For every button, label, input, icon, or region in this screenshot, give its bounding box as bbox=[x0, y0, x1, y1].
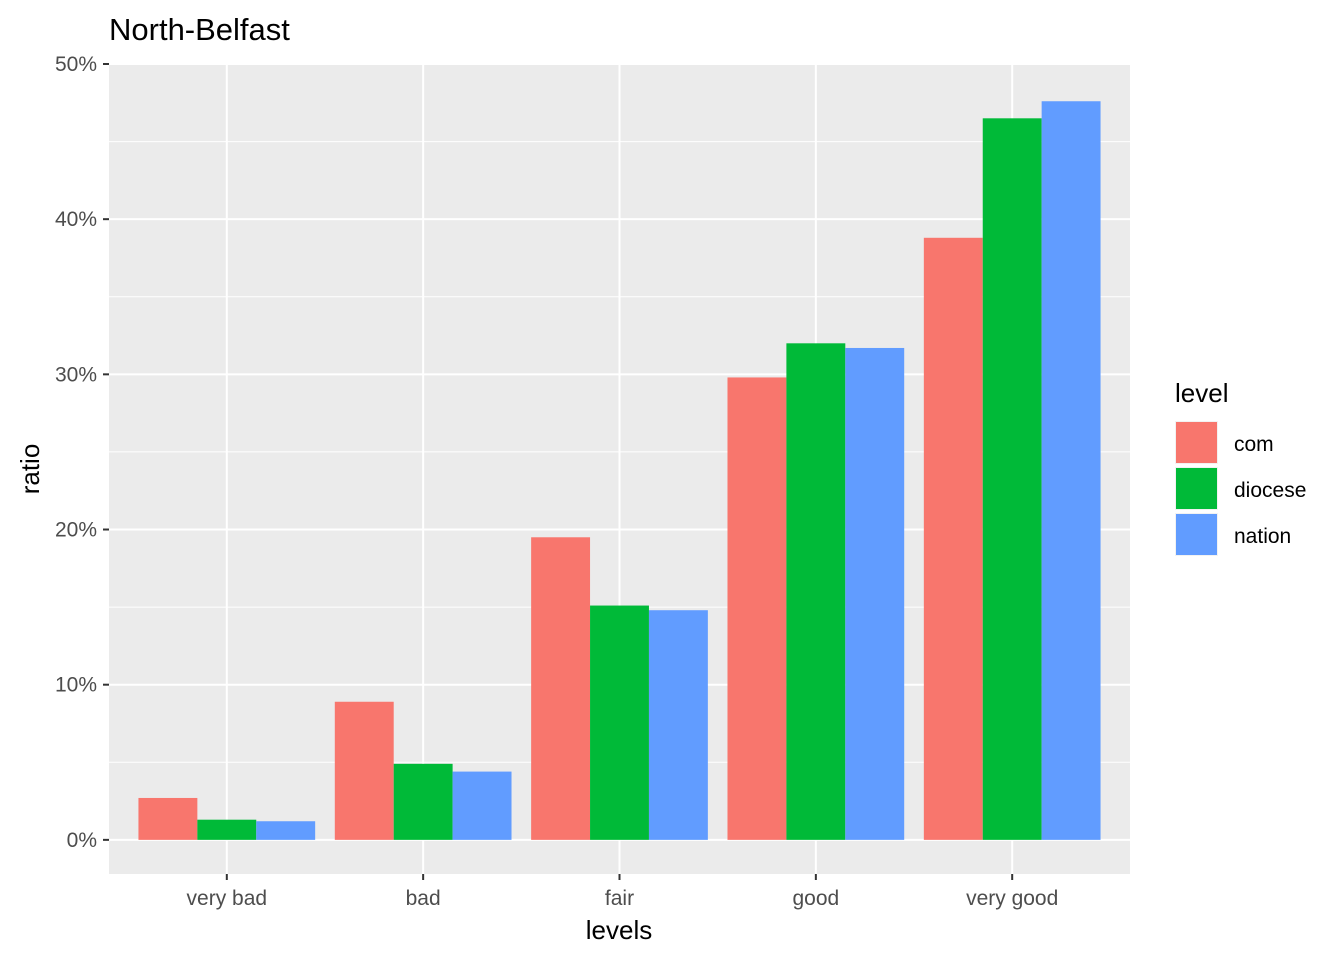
bar-diocese-bad bbox=[393, 763, 453, 840]
x-tick-label: very bad bbox=[187, 887, 268, 910]
x-tick-label: very good bbox=[966, 887, 1058, 910]
legend-swatch-nation bbox=[1176, 514, 1217, 555]
y-axis-title: ratio bbox=[15, 444, 45, 495]
y-tick-label: 20% bbox=[55, 519, 97, 542]
legend-swatch-diocese bbox=[1176, 468, 1217, 509]
bar-nation-very-good bbox=[1041, 101, 1101, 840]
bar-nation-fair bbox=[648, 610, 708, 840]
bar-com-very-good bbox=[923, 237, 983, 840]
x-axis-title: levels bbox=[586, 915, 652, 945]
bars bbox=[138, 101, 1101, 840]
y-tick-label: 30% bbox=[55, 363, 97, 386]
bar-nation-very-bad bbox=[256, 821, 316, 840]
y-axis: 0% 10% 20% 30% 40% 50% bbox=[55, 53, 109, 852]
bar-com-very-bad bbox=[138, 797, 198, 840]
legend-swatch-com bbox=[1176, 422, 1217, 463]
bar-diocese-very-good bbox=[982, 118, 1042, 840]
legend-label-diocese: diocese bbox=[1234, 479, 1306, 502]
bar-diocese-fair bbox=[590, 605, 649, 840]
y-tick-label: 40% bbox=[55, 208, 97, 231]
bar-com-fair bbox=[531, 537, 591, 840]
y-tick-label: 0% bbox=[67, 829, 97, 852]
legend: level com diocese nation bbox=[1175, 378, 1306, 556]
legend-label-nation: nation bbox=[1234, 525, 1291, 548]
bar-diocese-good bbox=[786, 343, 846, 840]
legend-label-com: com bbox=[1234, 433, 1274, 456]
x-axis: very bad bad fair good very good bbox=[187, 874, 1058, 910]
y-tick-label: 50% bbox=[55, 53, 97, 76]
x-tick-label: good bbox=[792, 887, 839, 910]
x-tick-label: fair bbox=[605, 887, 634, 910]
bar-com-bad bbox=[334, 701, 394, 840]
bar-nation-good bbox=[845, 347, 905, 840]
bar-nation-bad bbox=[452, 771, 512, 840]
bar-com-good bbox=[727, 377, 787, 840]
chart-title: North-Belfast bbox=[109, 12, 290, 47]
legend-title: level bbox=[1175, 378, 1228, 408]
bar-diocese-very-bad bbox=[197, 819, 257, 840]
x-tick-label: bad bbox=[406, 887, 441, 910]
y-tick-label: 10% bbox=[55, 674, 97, 697]
